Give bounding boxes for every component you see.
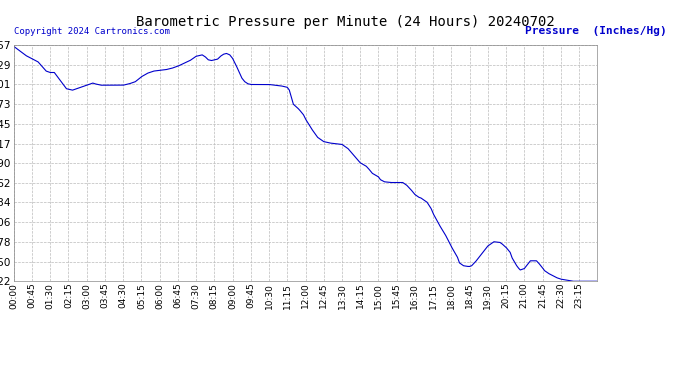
Text: Copyright 2024 Cartronics.com: Copyright 2024 Cartronics.com (14, 27, 170, 36)
Text: Barometric Pressure per Minute (24 Hours) 20240702: Barometric Pressure per Minute (24 Hours… (136, 15, 554, 29)
Text: Pressure  (Inches/Hg): Pressure (Inches/Hg) (525, 26, 667, 36)
